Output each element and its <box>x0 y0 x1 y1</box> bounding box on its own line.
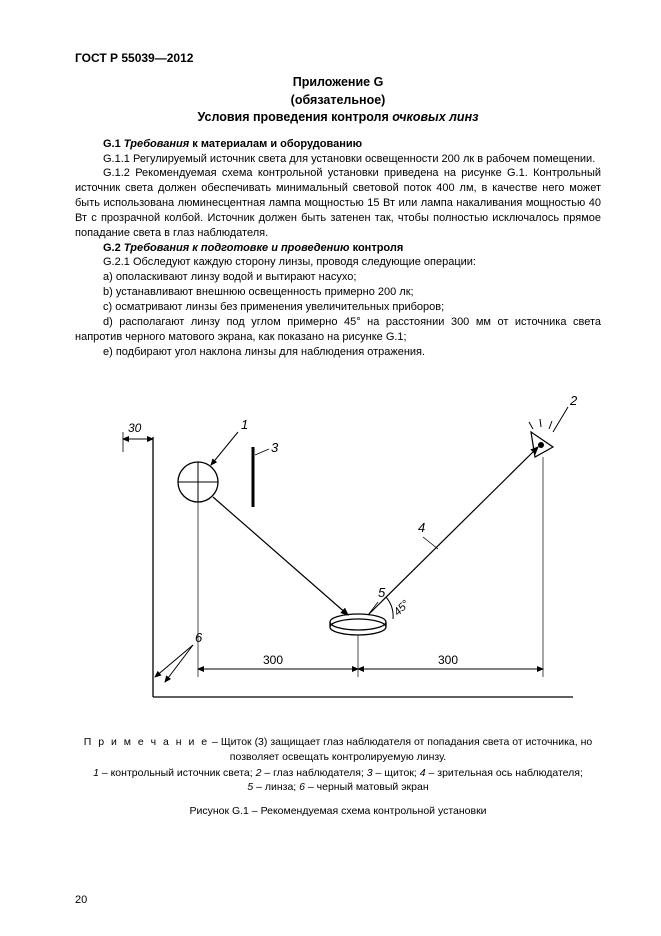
label-3: 3 <box>271 440 279 455</box>
title-line3b: очковых линз <box>392 110 478 124</box>
g2-head-bi: Требования к подготовке и проведению <box>124 242 350 254</box>
g2-a: a) ополаскивают линзу водой и вытирают н… <box>75 270 601 285</box>
dim-300a: 300 <box>263 653 283 667</box>
leg-2t: – глаз наблюдателя; <box>261 767 366 779</box>
section-g2-head: G.2 Требования к подготовке и проведению… <box>75 241 601 256</box>
g2-d: d) располагают линзу под углом примерно … <box>75 315 601 345</box>
g2-num: G.2 <box>103 242 124 254</box>
g1-head-b: к материалам и оборудованию <box>189 138 362 150</box>
figure-legend: 1 – контрольный источник света; 2 – глаз… <box>75 766 601 794</box>
label-6: 6 <box>195 630 203 645</box>
eye-icon <box>529 419 553 457</box>
g1-2: G.1.2 Рекомендуемая схема контрольной ус… <box>75 166 601 240</box>
leg-4t: – зрительная ось наблюдателя; <box>426 767 583 779</box>
label-5: 5 <box>378 585 386 600</box>
note-text: – Щиток (3) защищает глаз наблюдателя от… <box>209 736 592 762</box>
diagram-svg: 30 1 3 4 5 <box>93 377 583 727</box>
title-line1: Приложение G <box>293 75 384 89</box>
dim-300b: 300 <box>438 653 458 667</box>
leg-3t: – щиток; <box>373 767 420 779</box>
label-4: 4 <box>418 520 425 535</box>
leg-1t: – контрольный источник света; <box>99 767 256 779</box>
figure-caption: Рисунок G.1 – Рекомендуемая схема контро… <box>75 804 601 818</box>
angle-45: 45° <box>392 598 413 619</box>
title-line3a: Условия проведения контроля <box>198 110 393 124</box>
g1-1: G.1.1 Регулируемый источник света для ус… <box>75 152 601 167</box>
g2-c: c) осматривают линзы без применения увел… <box>75 300 601 315</box>
g2-e: e) подбирают угол наклона линзы для набл… <box>75 345 601 360</box>
dim-30: 30 <box>128 421 142 435</box>
g2-1: G.2.1 Обследуют каждую сторону линзы, пр… <box>75 255 601 270</box>
doc-code: ГОСТ Р 55039—2012 <box>75 50 601 66</box>
note-prefix: П р и м е ч а н и е <box>84 736 209 748</box>
title-line2: (обязательное) <box>291 93 386 107</box>
section-g1-head: G.1 Требования к материалам и оборудован… <box>75 137 601 152</box>
figure-note: П р и м е ч а н и е – Щиток (3) защищает… <box>75 735 601 763</box>
page-number: 20 <box>75 894 87 906</box>
leg-5t: – линза; <box>253 781 299 793</box>
leg-6t: – черный матовый экран <box>305 781 429 793</box>
figure-g1: 30 1 3 4 5 <box>75 377 601 727</box>
g2-b: b) устанавливают внешнюю освещенность пр… <box>75 285 601 300</box>
g1-head-bi: Требования <box>124 138 189 150</box>
annex-title: Приложение G (обязательное) Условия пров… <box>75 74 601 127</box>
label-2: 2 <box>569 393 578 408</box>
g2-head-b: контроля <box>350 242 404 254</box>
label-1: 1 <box>241 417 248 432</box>
g1-num: G.1 <box>103 138 124 150</box>
